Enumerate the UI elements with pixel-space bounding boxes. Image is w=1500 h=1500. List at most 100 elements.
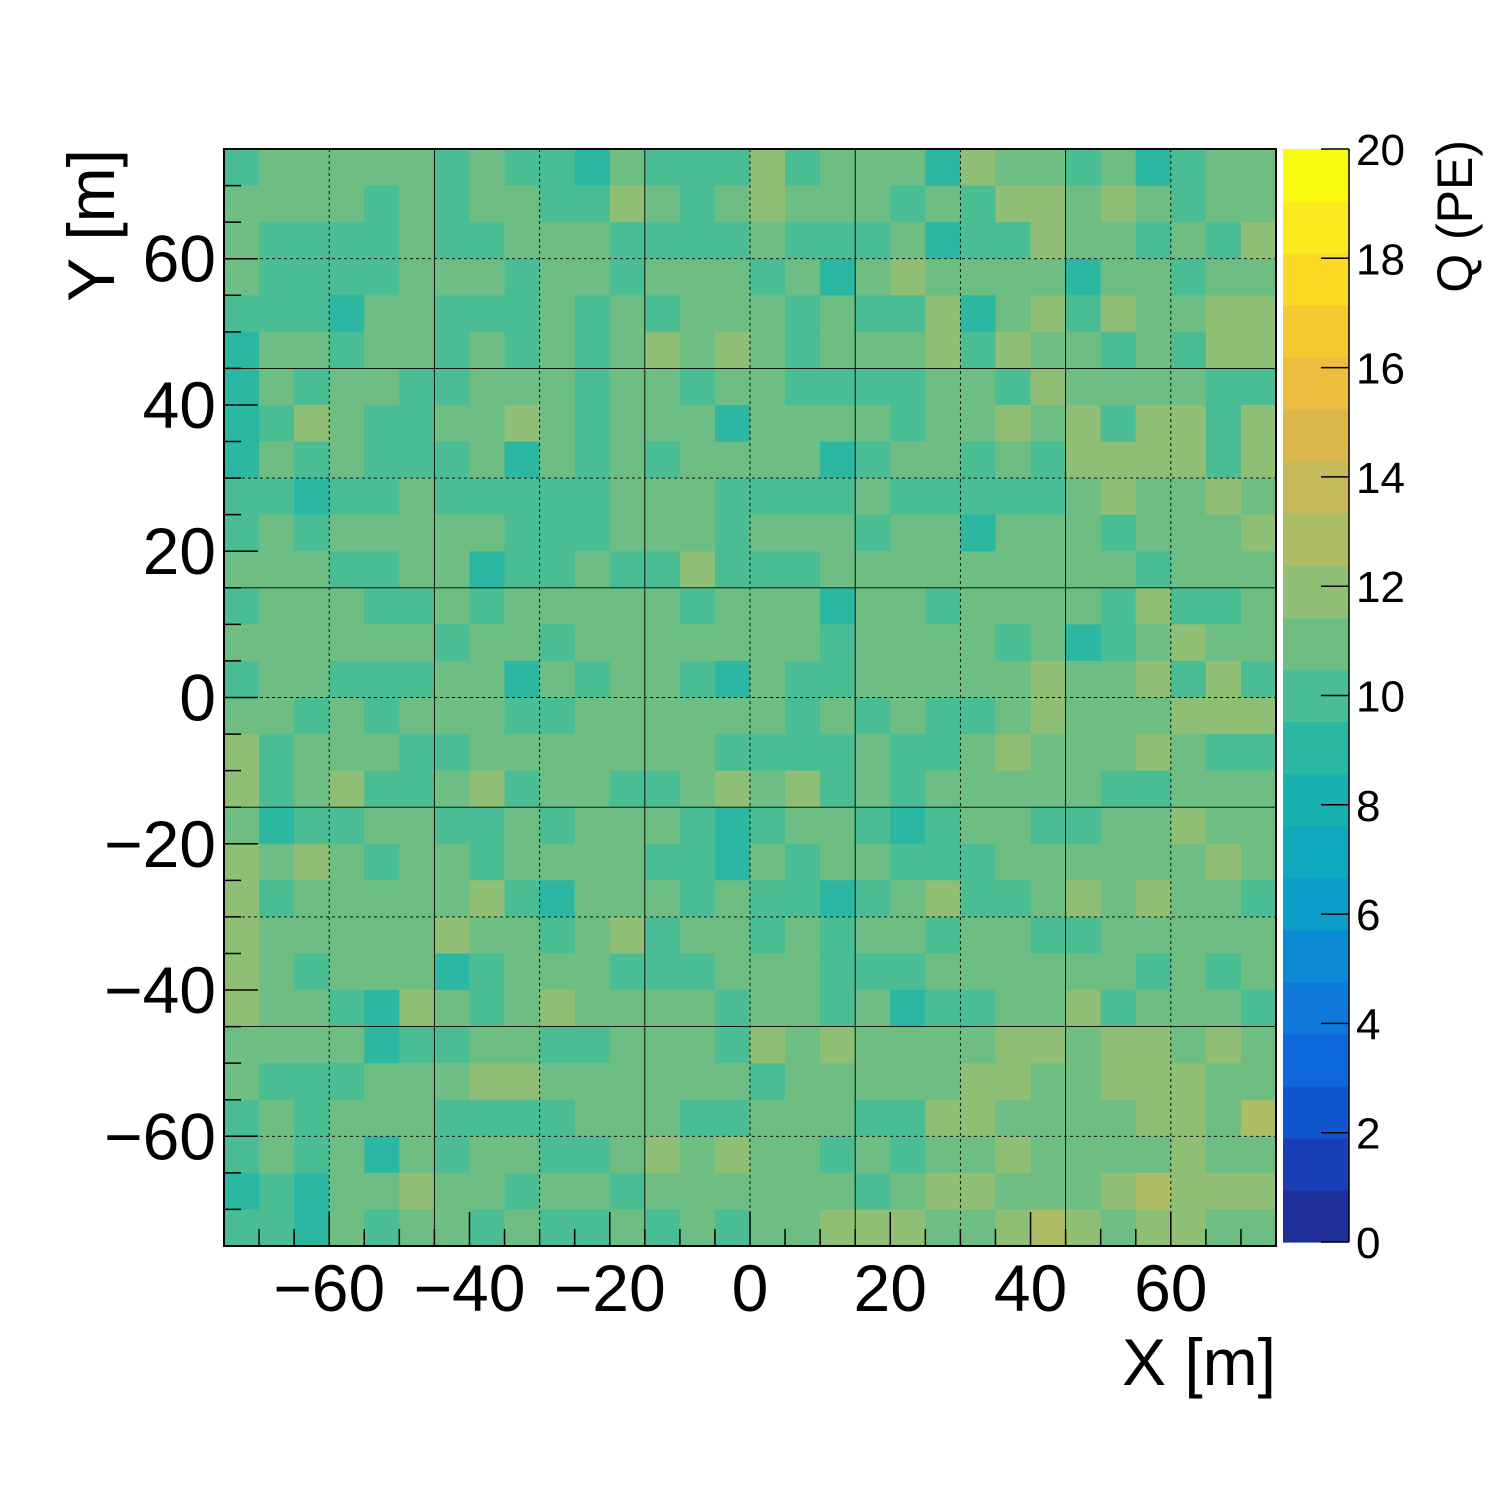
heatmap-cell: [294, 149, 330, 187]
heatmap-cell: [995, 1172, 1032, 1211]
y-axis-ticks: [224, 148, 258, 1247]
x-tick-label: 60: [1134, 1251, 1207, 1325]
heatmap-cell: [890, 222, 926, 260]
heatmap-cell: [434, 441, 471, 479]
heatmap-cell: [469, 843, 506, 881]
heatmap-cell: [609, 404, 646, 443]
heatmap-cell: [224, 990, 260, 1028]
heatmap-cell: [399, 1026, 435, 1064]
heatmap-cell: [890, 916, 926, 955]
heatmap-cell: [785, 807, 821, 845]
colorbar-title: Q (PE): [1427, 140, 1483, 293]
heatmap-cell: [750, 770, 786, 808]
heatmap-cell: [925, 843, 961, 881]
heatmap-cell: [399, 660, 435, 699]
heatmap-cell: [259, 368, 295, 406]
colorbar-tick-labels: 0 2 4 6 8 10 12 14 16 18 20: [1356, 126, 1405, 1268]
heatmap-cell: [1240, 1099, 1277, 1137]
heatmap-cell: [644, 295, 681, 333]
heatmap-cell: [960, 331, 997, 369]
heatmap-cell: [679, 404, 716, 443]
heatmap-cell: [925, 1172, 961, 1211]
heatmap-cell: [1205, 990, 1242, 1028]
heatmap-cell: [469, 185, 506, 223]
heatmap-cell: [399, 843, 435, 881]
heatmap-cell: [1100, 916, 1137, 955]
heatmap-cell: [539, 295, 576, 333]
heatmap-cell: [609, 1063, 646, 1101]
colorbar-band: [1283, 357, 1349, 410]
heatmap-cell: [644, 222, 681, 260]
heatmap-cell: [574, 185, 611, 223]
heatmap-cell: [785, 770, 821, 808]
heatmap-cell: [259, 1172, 295, 1211]
heatmap-cell: [644, 660, 681, 699]
heatmap-cell: [1205, 1209, 1242, 1247]
heatmap-cell: [960, 404, 997, 443]
heatmap-cell: [1205, 843, 1242, 881]
heatmap-cell: [1135, 295, 1172, 333]
heatmap-cell: [1135, 514, 1172, 552]
heatmap-cell: [294, 441, 330, 479]
heatmap-cell: [504, 953, 541, 991]
heatmap-cell: [750, 258, 786, 296]
heatmap-cell: [1240, 1063, 1277, 1101]
heatmap-cell: [925, 1209, 961, 1247]
heatmap-cell: [539, 331, 576, 369]
heatmap-cell: [574, 149, 611, 187]
heatmap-cell: [574, 404, 611, 443]
heatmap-cell: [1100, 587, 1137, 625]
heatmap-cell: [1100, 368, 1137, 406]
heatmap-cell: [259, 222, 295, 260]
heatmap-cell: [259, 624, 295, 662]
heatmap-cell: [224, 514, 260, 552]
heatmap-cell: [679, 331, 716, 369]
heatmap-cell: [329, 258, 365, 296]
heatmap-cell: [1170, 404, 1207, 443]
heatmap-cell: [259, 404, 295, 443]
heatmap-cell: [574, 587, 611, 625]
heatmap-cell: [1170, 368, 1207, 406]
heatmap-cell: [1135, 331, 1172, 369]
heatmap-cell: [434, 990, 471, 1028]
heatmap-cell: [364, 880, 400, 918]
heatmap-cell: [434, 1136, 471, 1174]
heatmap-cell: [890, 1063, 926, 1101]
heatmap-cell: [364, 1099, 400, 1137]
heatmap-cell: [574, 258, 611, 296]
heatmap-cell: [855, 441, 891, 479]
colorbar-tick-label: 12: [1356, 563, 1405, 612]
heatmap-cell: [1170, 916, 1207, 955]
heatmap-cell: [750, 331, 786, 369]
heatmap-cell: [1240, 149, 1277, 187]
heatmap-cell: [1065, 916, 1102, 955]
heatmap-cell: [224, 149, 260, 187]
heatmap-cell: [364, 185, 400, 223]
heatmap-cell: [574, 953, 611, 991]
heatmap-cell: [644, 331, 681, 369]
heatmap-cell: [504, 660, 541, 699]
heatmap-cell: [259, 880, 295, 918]
heatmap-cell: [855, 624, 891, 662]
heatmap-cell: [1135, 1172, 1172, 1211]
heatmap-cell: [890, 514, 926, 552]
heatmap-cell: [364, 916, 400, 955]
heatmap-cell: [259, 807, 295, 845]
colorbar-band: [1283, 1137, 1349, 1191]
heatmap-cell: [960, 1063, 997, 1101]
heatmap-cell: [925, 441, 961, 479]
heatmap-cell: [1240, 624, 1277, 662]
heatmap-cell: [855, 149, 891, 187]
heatmap-cell: [1170, 514, 1207, 552]
heatmap-cell: [785, 587, 821, 625]
heatmap-cell: [785, 1136, 821, 1174]
heatmap-cell: [469, 331, 506, 369]
heatmap-cell: [434, 404, 471, 443]
heatmap-cell: [259, 843, 295, 881]
heatmap-cell: [259, 660, 295, 699]
heatmap-cell: [294, 697, 330, 735]
heatmap-cell: [785, 331, 821, 369]
colorbar-band: [1283, 877, 1349, 931]
heatmap-cell: [714, 660, 751, 699]
heatmap-cell: [1170, 990, 1207, 1028]
